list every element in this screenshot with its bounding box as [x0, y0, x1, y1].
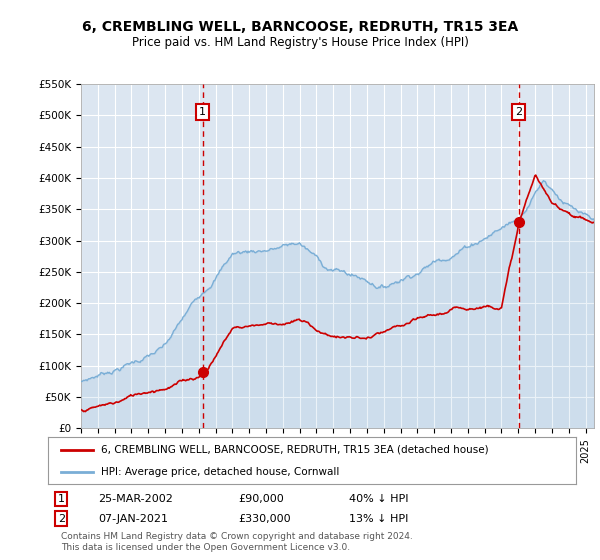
Text: Contains HM Land Registry data © Crown copyright and database right 2024.
This d: Contains HM Land Registry data © Crown c… — [61, 532, 413, 552]
Text: 2: 2 — [58, 514, 65, 524]
Text: 1: 1 — [58, 494, 65, 504]
Text: Price paid vs. HM Land Registry's House Price Index (HPI): Price paid vs. HM Land Registry's House … — [131, 36, 469, 49]
Text: 6, CREMBLING WELL, BARNCOOSE, REDRUTH, TR15 3EA (detached house): 6, CREMBLING WELL, BARNCOOSE, REDRUTH, T… — [101, 445, 488, 455]
Text: 2: 2 — [515, 107, 523, 117]
Text: 13% ↓ HPI: 13% ↓ HPI — [349, 514, 409, 524]
Text: 1: 1 — [199, 107, 206, 117]
Text: 40% ↓ HPI: 40% ↓ HPI — [349, 494, 409, 504]
Text: 07-JAN-2021: 07-JAN-2021 — [98, 514, 168, 524]
Text: £330,000: £330,000 — [238, 514, 291, 524]
Text: 6, CREMBLING WELL, BARNCOOSE, REDRUTH, TR15 3EA: 6, CREMBLING WELL, BARNCOOSE, REDRUTH, T… — [82, 20, 518, 34]
Text: HPI: Average price, detached house, Cornwall: HPI: Average price, detached house, Corn… — [101, 466, 339, 477]
Text: £90,000: £90,000 — [238, 494, 284, 504]
Text: 25-MAR-2002: 25-MAR-2002 — [98, 494, 173, 504]
